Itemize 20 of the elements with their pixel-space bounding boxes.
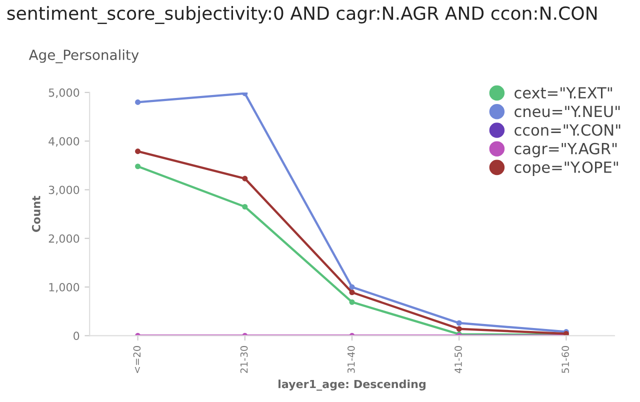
legend-label: cext="Y.EXT" <box>514 87 612 99</box>
y-tick-label: 0 <box>74 332 80 340</box>
x-tick-label: 21-30 <box>240 346 248 373</box>
legend-label: ccon="Y.CON" <box>514 124 620 136</box>
chart-title: Age_Personality <box>28 49 139 64</box>
x-axis-title: layer1_age: Descending <box>278 380 426 391</box>
legend-label: cope="Y.OPE" <box>514 161 618 176</box>
y-tick-label: 2,000 <box>48 234 80 244</box>
y-tick-label: 3,000 <box>48 186 80 196</box>
y-tick-label: 4,000 <box>48 137 80 147</box>
text: sentiment_score_subjectivity:0 AND cagr:N.AGR AND ccon:N.CON <box>7 6 597 24</box>
legend-label: cneu="Y.NEU" <box>514 106 620 118</box>
x-tick-label: 51-60 <box>562 346 570 373</box>
x-tick-label: 31-40 <box>347 346 355 373</box>
x-tick-label: 41-50 <box>454 346 462 374</box>
y-axis-title: Count <box>32 196 40 232</box>
x-tick-label: <=20 <box>133 346 141 374</box>
y-tick-label: 1,000 <box>49 283 80 293</box>
legend-label: cagr="Y.AGR" <box>514 142 617 158</box>
y-tick-label: 5,000 <box>48 88 80 98</box>
